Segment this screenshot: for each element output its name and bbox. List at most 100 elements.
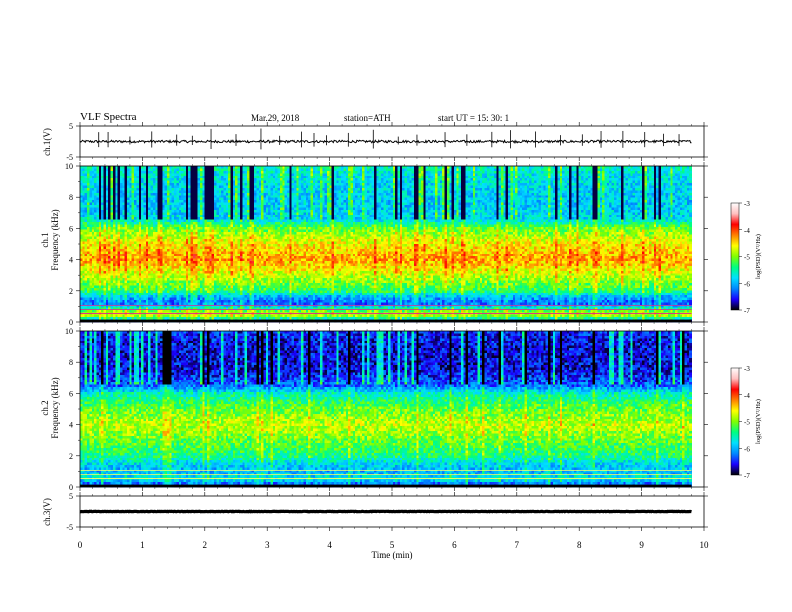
spectrogram-cell [228, 200, 231, 203]
spectrogram-cell [357, 170, 361, 174]
spectrogram-cell [660, 197, 664, 201]
spectrogram-cell [261, 197, 264, 201]
spectrogram-cell [148, 187, 151, 191]
spectrogram-cell [152, 173, 156, 177]
spectrogram-cell [94, 205, 97, 208]
spectrogram-cell [486, 202, 490, 206]
spectrogram-cell [428, 183, 431, 186]
spectrogram-cell [329, 166, 333, 169]
spectrogram-cell [326, 202, 330, 206]
spectrogram-cell [230, 168, 234, 172]
spectrogram-cell [413, 166, 417, 169]
spectrogram-cell [437, 173, 441, 177]
spectrogram-cell [468, 185, 471, 189]
spectrogram-cell [315, 207, 318, 211]
spectrogram-cell [270, 200, 274, 203]
spectrogram-cell [188, 205, 191, 208]
spectrogram-cell [157, 209, 161, 213]
spectrogram-cell [284, 192, 288, 196]
spectrogram-cell [294, 209, 297, 213]
spectrogram-cell [345, 175, 349, 179]
spectrogram-cell [599, 197, 603, 201]
spectrogram-cell [644, 205, 648, 208]
spectrogram-cell [402, 173, 405, 177]
spectrogram-cell [181, 180, 184, 184]
spectrogram-cell [312, 200, 316, 203]
spectrogram-cell [599, 183, 603, 186]
spectrogram-cell [613, 205, 617, 208]
spectrogram-cell [265, 170, 269, 174]
spectrogram-cell [432, 166, 436, 169]
spectrogram-cell [682, 205, 685, 208]
spectrogram-cell [369, 195, 373, 199]
spectrogram-cell [369, 173, 373, 177]
spectrogram-cell [583, 195, 587, 199]
spectrogram-cell [597, 183, 601, 186]
spectrogram-cell [211, 192, 215, 196]
spectrogram-cell [148, 173, 151, 177]
spectrogram-cell [609, 195, 612, 199]
spectrogram-cell [576, 175, 580, 179]
spectrogram-cell [242, 170, 246, 174]
spectrogram-cell [251, 207, 255, 211]
spectrogram-cell [148, 178, 151, 182]
spectrogram-cell [239, 168, 243, 172]
spectrogram-cell [578, 187, 582, 191]
spectrogram-cell [625, 205, 629, 208]
spectrogram-cell [272, 183, 276, 186]
spectrogram-cell [256, 178, 260, 182]
spectrogram-cell [162, 209, 166, 213]
spectrogram-cell [101, 183, 104, 186]
spectrogram-cell [545, 185, 549, 189]
spectrogram-cell [658, 168, 662, 172]
spectrogram-cell [221, 187, 224, 191]
spectrogram-cell [479, 178, 483, 182]
spectrogram-cell [548, 173, 551, 177]
spectrogram-cell [606, 195, 610, 199]
spectrogram-cell [343, 180, 347, 184]
spectrogram-cell [611, 180, 615, 184]
spectrogram-cell [157, 183, 161, 186]
spectrogram-cell [256, 192, 260, 196]
spectrogram-cell [435, 195, 438, 199]
spectrogram-cell [644, 207, 648, 211]
spectrogram-cell [192, 183, 196, 186]
spectrogram-cell [613, 192, 617, 196]
spectrogram-cell [124, 170, 128, 174]
spectrogram-cell [529, 173, 532, 177]
spectrogram-cell [105, 178, 109, 182]
spectrogram-cell [628, 187, 631, 191]
spectrogram-cell [564, 175, 568, 179]
spectrogram-cell [442, 173, 445, 177]
spectrogram-cell [545, 170, 549, 174]
spectrogram-cell [334, 168, 337, 172]
spectrogram-cell [232, 197, 236, 201]
spectrogram-cell [418, 200, 422, 203]
spectrogram-cell [684, 175, 688, 179]
spectrogram-cell [298, 205, 302, 208]
spectrogram-cell [533, 178, 537, 182]
spectrogram-cell [611, 205, 615, 208]
spectrogram-cell [310, 183, 314, 186]
spectrogram-cell [235, 180, 238, 184]
spectrogram-cell [616, 187, 620, 191]
spectrogram-cell [468, 187, 471, 191]
spectrogram-cell [590, 200, 594, 203]
spectrogram-cell [493, 168, 497, 172]
spectrogram-cell [571, 175, 575, 179]
spectrogram-cell [510, 178, 514, 182]
spectrogram-cell [108, 175, 111, 179]
spectrogram-cell [665, 207, 669, 211]
spectrogram-cell [632, 205, 636, 208]
spectrogram-cell [143, 187, 147, 191]
spectrogram-cell [228, 207, 231, 211]
spectrogram-cell [399, 205, 403, 208]
spectrogram-cell [162, 190, 166, 194]
spectrogram-cell [185, 170, 189, 174]
spectrogram-cell [119, 187, 123, 191]
spectrogram-cell [331, 190, 335, 194]
spectrogram-cell [181, 166, 184, 169]
spectrogram-cell [352, 175, 356, 179]
spectrogram-cell [625, 180, 629, 184]
spectrogram-cell [216, 207, 220, 211]
